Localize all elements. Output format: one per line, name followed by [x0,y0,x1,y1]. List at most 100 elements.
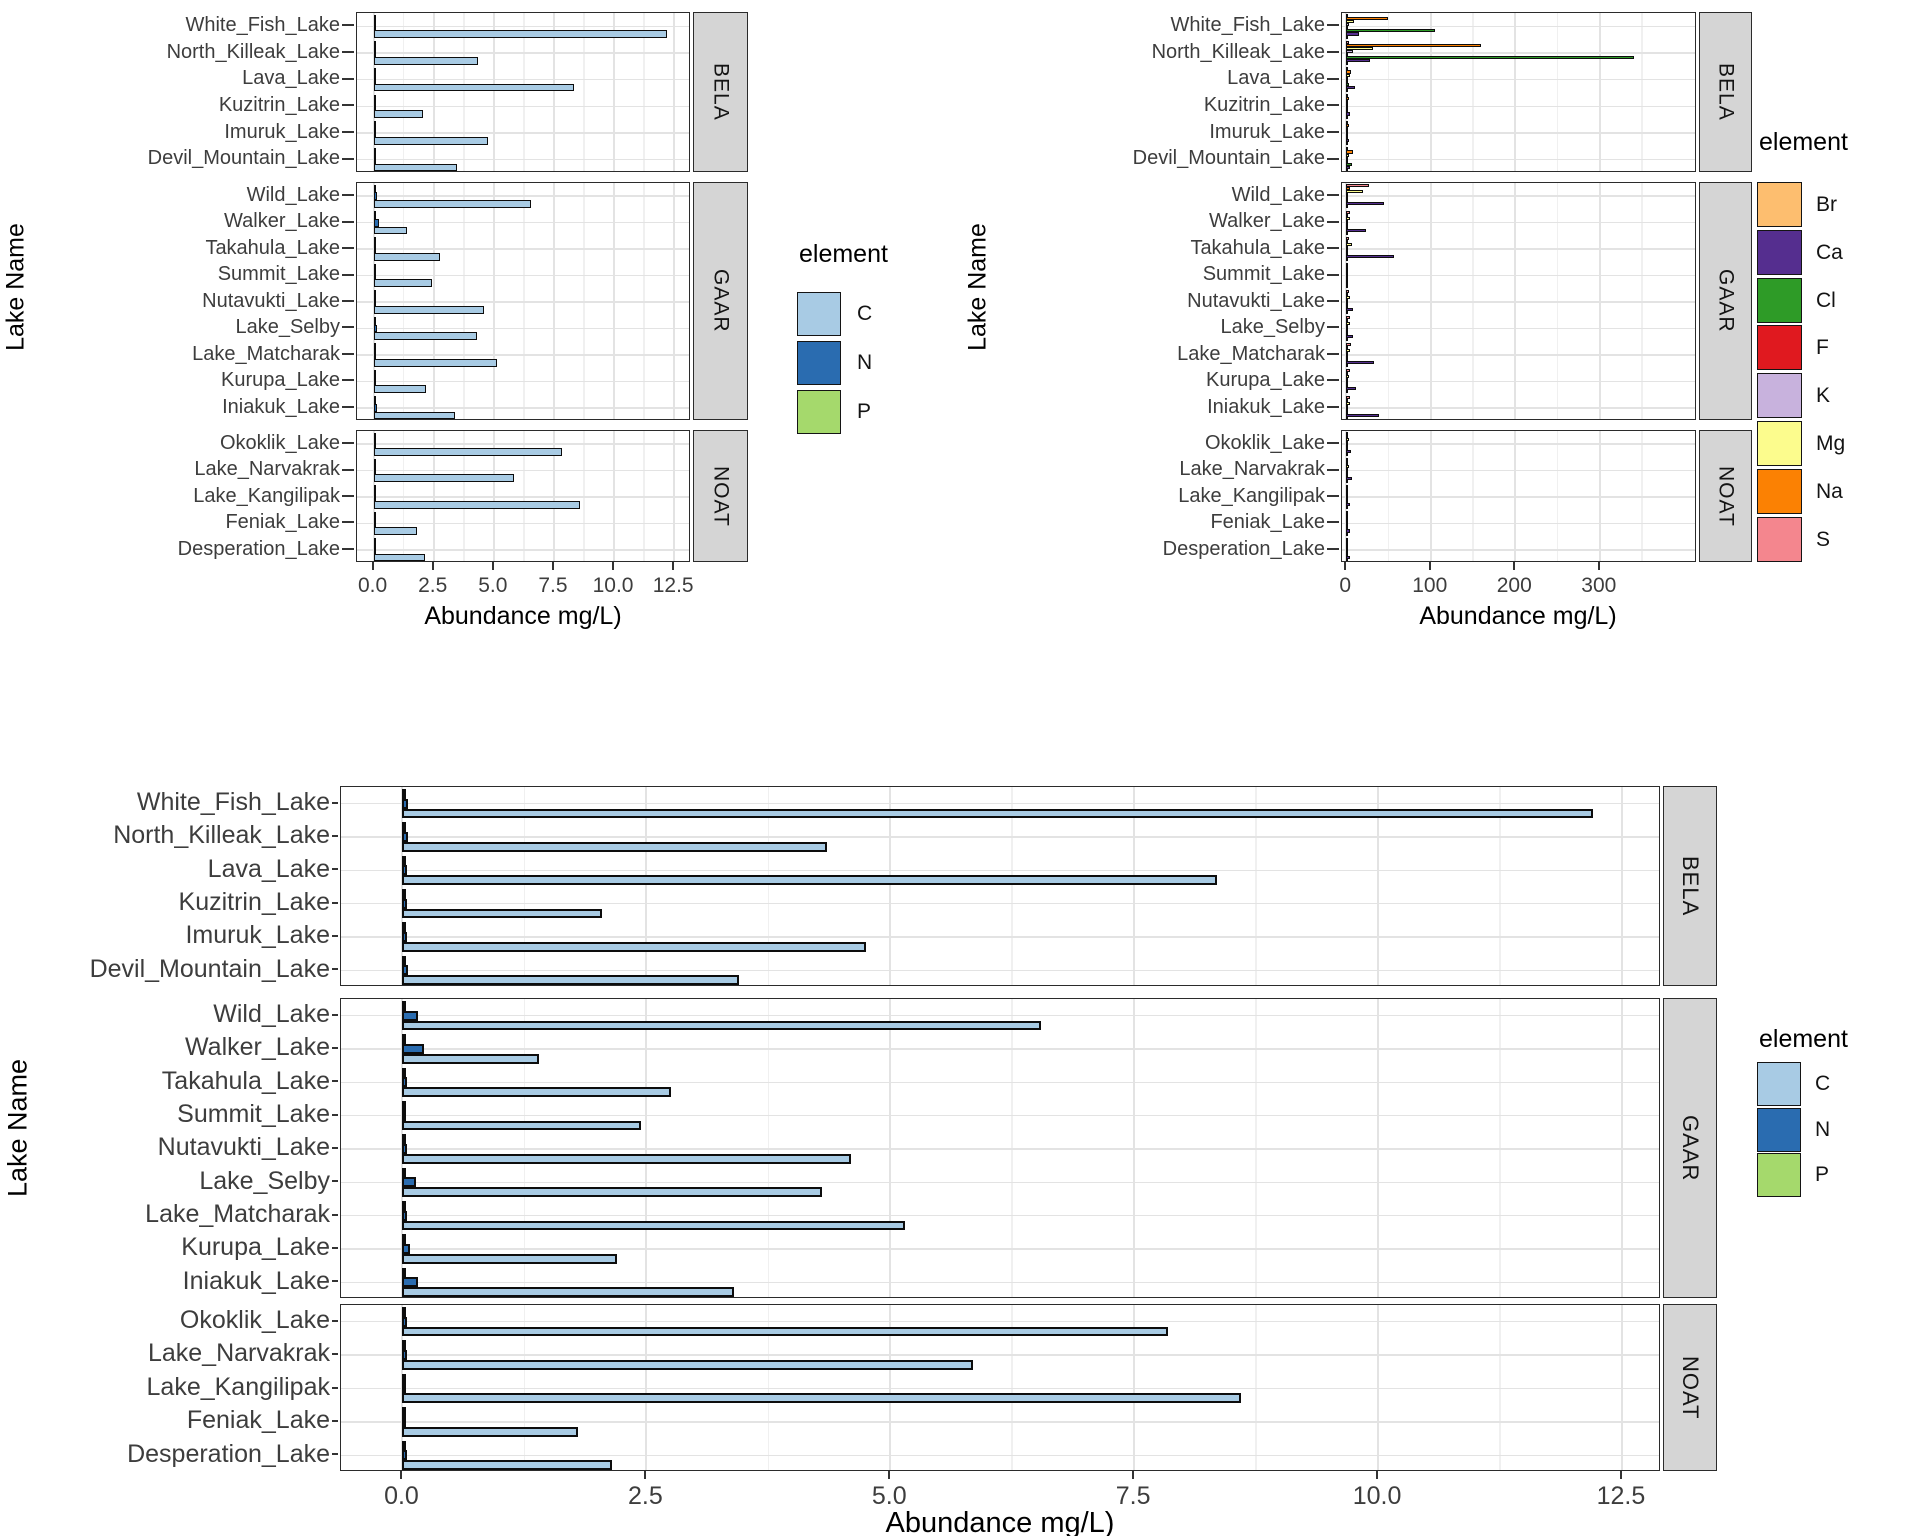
y-tick-mark [1327,468,1339,471]
gridline-minor [1255,999,1257,1297]
gridline-major [492,431,495,561]
bar-C [373,358,498,367]
bar-K [1346,49,1353,53]
bar-Na [1346,70,1352,74]
bar-N [402,1244,411,1254]
gridline-major [401,787,404,985]
legend-key-f [1757,325,1802,371]
legend-label-c: C [1815,1072,1831,1095]
gridline-minor [583,183,585,419]
bar-Br [1346,364,1349,368]
bar-S [1346,289,1349,293]
bar-F [1346,133,1349,137]
gridline-minor [523,183,525,419]
x-tick-label: 12.5 [652,574,694,597]
bar-Mg [1346,269,1349,273]
lake-label: Nutavukti_Lake [1187,289,1325,312]
bar-Mg [1346,348,1351,352]
gridline-horizontal [1342,522,1695,525]
bar-K [1346,520,1349,524]
bar-P [402,1167,407,1178]
legend-key-p [1757,1153,1801,1197]
gridline-horizontal [341,1248,1659,1250]
gridline-major [432,13,435,171]
bar-K [1346,272,1349,276]
facet-panel-bela [356,12,690,172]
bar-F [1346,328,1349,332]
bar-N [402,1010,419,1021]
y-tick-mark [1327,547,1339,550]
bar-N [373,519,376,528]
y-tick-mark [332,1213,338,1216]
gridline-horizontal [341,1181,1659,1184]
legend-key-cl [1757,277,1802,323]
gridline-minor [1641,431,1643,561]
bar-Mg [1346,322,1350,326]
facet-strip-noat: NOAT [1663,1304,1717,1471]
y-tick-mark [1327,442,1339,445]
x-axis-title: Abundance mg/L) [424,602,622,630]
gridline-minor [1011,1305,1013,1470]
bar-Mg [1346,46,1374,50]
bar-N [402,1383,407,1394]
bar-Cl [1346,473,1349,477]
bar-Br [1346,311,1349,315]
bar-N [402,1077,408,1088]
legend-key-k [1757,373,1802,419]
bar-Br [1346,558,1349,561]
bar-K [1346,378,1349,382]
gridline-minor [583,431,585,561]
bar-Mg [1346,153,1349,157]
lake-label: Summit_Lake [177,1100,330,1128]
gridline-major [1429,183,1432,419]
bar-K [1346,441,1349,445]
gridline-minor [583,13,585,171]
x-tick-mark [1597,562,1600,570]
bar-K [1346,156,1349,160]
gridline-major [1429,13,1432,171]
y-tick-mark [342,24,354,27]
bar-C [402,1326,1169,1337]
lake-label: Nutavukti_Lake [157,1133,330,1162]
lake-label: Lake_Kangilipak [193,484,340,507]
gridline-major [432,183,435,419]
gridline-horizontal [1342,354,1695,356]
bar-N [402,832,409,842]
y-tick-mark [342,51,354,53]
gridline-major [372,13,375,171]
bar-P [402,1201,407,1211]
bar-Cl [1346,278,1349,282]
facet-strip-label: BELA [1714,63,1738,121]
facet-strip-noat: NOAT [1699,430,1752,562]
lake-label: Feniak_Lake [1210,511,1325,534]
bar-Mg [1346,295,1350,299]
bar-Na [1346,17,1389,21]
gridline-horizontal [357,327,689,330]
facet-strip-gaar: GAAR [693,182,748,420]
gridline-major [1377,1305,1380,1470]
y-tick-mark [332,1453,338,1456]
bar-N [402,1177,417,1188]
bar-C [402,1087,671,1097]
bar-P [373,14,376,23]
gridline-horizontal [341,1354,1659,1356]
y-tick-mark [332,968,338,971]
bar-C [402,1220,905,1231]
gridline-major [1133,999,1136,1297]
bar-S [1346,484,1349,488]
bar-Cl [1346,252,1349,256]
bar-K [1346,351,1349,355]
y-tick-mark [342,352,354,355]
gridline-minor [1499,787,1501,985]
bar-Mg [1346,126,1349,130]
y-tick-mark [342,442,354,445]
bar-K [1346,76,1349,80]
bar-P [373,290,376,299]
bar-S [1346,210,1350,214]
bar-Mg [1346,190,1364,194]
lake-label: Imuruk_Lake [185,921,330,950]
bar-Mg [1346,517,1349,521]
chart-elements: Lake Name White_Fish_Lake North_Killeak_La… [950,0,1920,760]
bar-K [1346,298,1349,302]
y-tick-mark [342,273,354,276]
